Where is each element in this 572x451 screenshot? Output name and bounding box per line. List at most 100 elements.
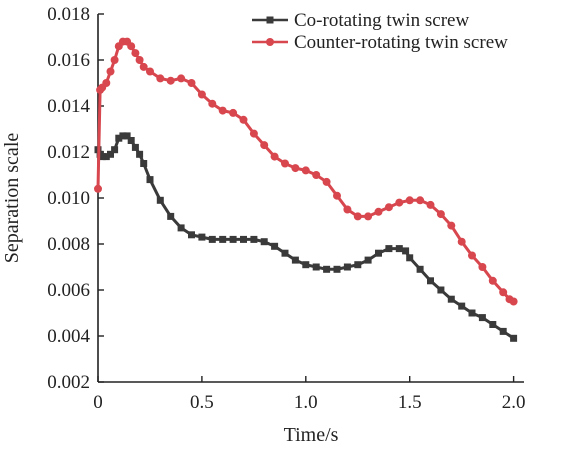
- data-point: [478, 263, 487, 271]
- data-point: [499, 288, 508, 297]
- data-point: [119, 132, 127, 140]
- data-point: [406, 254, 414, 262]
- data-point: [127, 42, 136, 51]
- data-point: [260, 238, 268, 246]
- series-layer: [94, 37, 518, 342]
- data-point: [488, 276, 497, 285]
- y-tick-label: 0.006: [47, 280, 90, 301]
- data-point: [177, 74, 186, 83]
- data-point: [458, 302, 466, 310]
- data-point: [146, 176, 154, 184]
- data-point: [218, 106, 227, 115]
- y-tick-label: 0.012: [47, 142, 90, 163]
- data-point: [260, 141, 269, 150]
- data-point: [156, 74, 165, 83]
- data-point: [208, 235, 216, 243]
- data-point: [136, 150, 144, 158]
- y-tick-label: 0.010: [47, 188, 90, 209]
- data-point: [499, 327, 507, 335]
- data-point: [436, 210, 445, 219]
- legend-marker: [266, 38, 274, 46]
- y-tick-label: 0.008: [47, 234, 90, 255]
- data-point: [198, 233, 206, 241]
- x-tick-label: 0.5: [190, 392, 214, 413]
- data-point: [384, 203, 393, 212]
- data-point: [333, 265, 341, 273]
- legend-item: Counter-rotating twin screw: [252, 32, 508, 53]
- data-point: [426, 200, 435, 209]
- x-tick-label: 0: [93, 392, 103, 413]
- data-point: [156, 196, 164, 204]
- data-point: [239, 115, 248, 124]
- data-point: [219, 235, 227, 243]
- y-tick-label: 0.018: [47, 4, 90, 25]
- data-point: [127, 137, 135, 144]
- data-point: [146, 67, 154, 76]
- data-point: [115, 134, 123, 142]
- y-tick-label: 0.002: [47, 372, 90, 393]
- y-tick-label: 0.014: [47, 96, 90, 117]
- data-point: [312, 171, 321, 179]
- series-line: [96, 134, 515, 340]
- x-tick-label: 1.5: [398, 392, 422, 413]
- data-point: [131, 143, 139, 151]
- data-point: [281, 159, 289, 168]
- data-point: [374, 207, 383, 216]
- data-point: [270, 152, 279, 161]
- data-point: [468, 251, 476, 260]
- data-point: [302, 261, 310, 269]
- data-point: [197, 90, 206, 99]
- data-point: [229, 108, 238, 117]
- data-point: [140, 160, 148, 167]
- data-point: [353, 212, 362, 221]
- series-1: [94, 132, 518, 342]
- data-point: [94, 184, 102, 193]
- legend-label: Counter-rotating twin screw: [294, 32, 508, 53]
- data-point: [416, 265, 424, 273]
- data-point: [354, 261, 362, 269]
- data-point: [281, 249, 289, 257]
- data-point: [131, 49, 140, 58]
- data-point: [416, 196, 425, 205]
- data-point: [333, 191, 341, 200]
- data-point: [509, 297, 518, 306]
- data-point: [250, 235, 258, 243]
- data-point: [478, 314, 486, 322]
- data-point: [166, 76, 175, 85]
- data-point: [402, 247, 410, 255]
- data-point: [489, 321, 497, 328]
- data-point: [510, 334, 518, 342]
- data-point: [139, 62, 148, 71]
- y-axis-title: Separation scale: [1, 133, 23, 264]
- data-point: [364, 212, 373, 221]
- data-point: [98, 153, 106, 161]
- data-point: [188, 231, 195, 239]
- series-2: [94, 37, 518, 306]
- data-point: [229, 235, 237, 243]
- data-point: [107, 150, 114, 158]
- data-point: [427, 277, 434, 285]
- data-point: [385, 245, 393, 253]
- data-point: [177, 224, 185, 232]
- data-point: [457, 237, 466, 246]
- data-point: [271, 242, 279, 250]
- data-point: [135, 56, 144, 64]
- y-tick-label: 0.016: [47, 50, 90, 71]
- data-point: [167, 212, 175, 220]
- legend-marker: [266, 16, 274, 24]
- data-point: [110, 56, 119, 64]
- data-point: [301, 166, 310, 175]
- data-point: [240, 235, 247, 243]
- data-point: [437, 286, 445, 294]
- axes: 0.002 0.004 0.006 0.008 0.010 0.012 0.014 0.016…: [47, 4, 525, 413]
- data-point: [468, 309, 476, 317]
- data-point: [343, 205, 352, 214]
- data-point: [447, 295, 455, 303]
- data-point: [405, 196, 414, 205]
- x-axis-title: Time/s: [284, 424, 339, 446]
- data-point: [106, 67, 115, 76]
- legend-label: Co-rotating twin screw: [294, 10, 469, 31]
